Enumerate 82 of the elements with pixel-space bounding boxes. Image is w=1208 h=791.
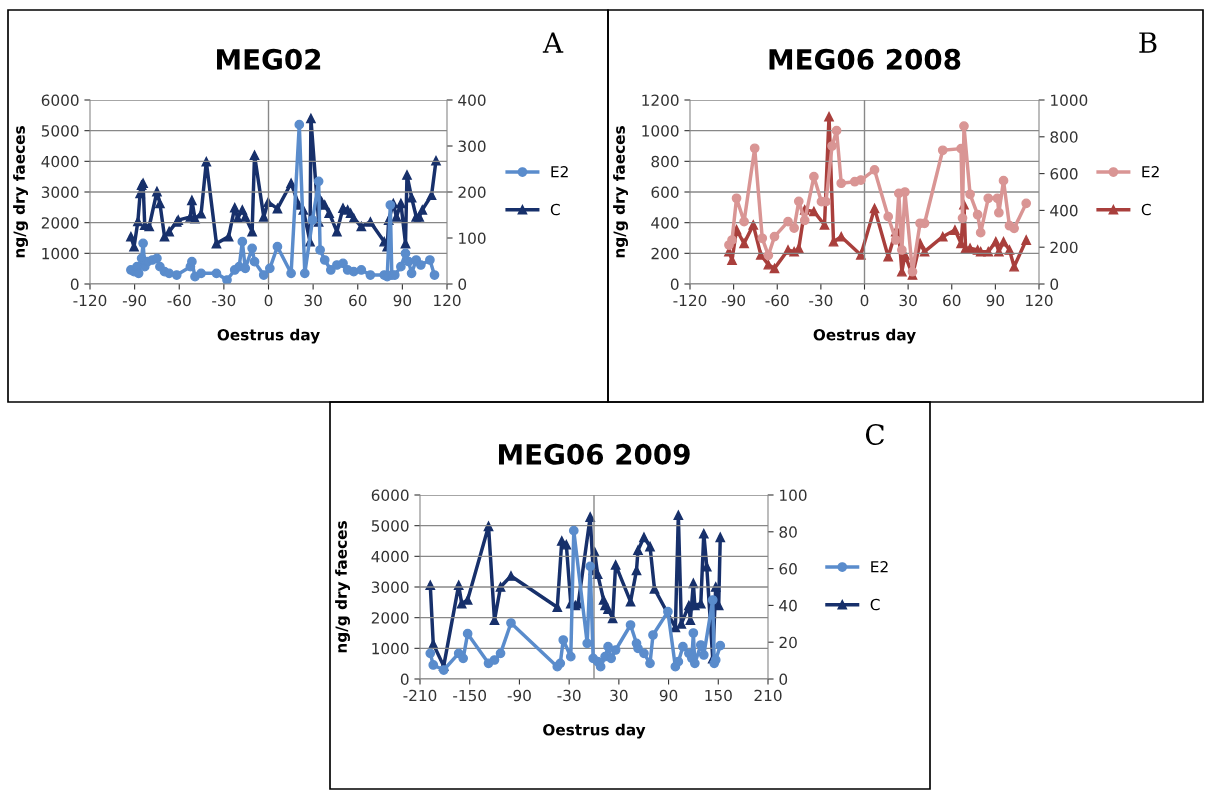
y-tick-label: 4000 xyxy=(371,550,409,563)
chart-title: MEG02 xyxy=(217,48,321,70)
chart-title: MEG06 2009 xyxy=(499,443,690,465)
y2-tick-label: 100 xyxy=(459,232,486,245)
legend-label: C xyxy=(550,203,560,216)
chart-title: MEG06 2008 xyxy=(769,48,961,70)
x-axis-title: Oestrus day xyxy=(543,723,646,739)
x-tick-label: -90 xyxy=(122,294,147,307)
y2-tick-label: 300 xyxy=(458,140,486,153)
y-tick-label: 800 xyxy=(651,155,679,168)
y2-tick-label: 600 xyxy=(1050,168,1078,180)
y2-tick-label: 60 xyxy=(779,563,797,575)
x-tick-label: -30 xyxy=(212,294,236,307)
x-tick-label: 60 xyxy=(349,294,367,307)
y2-tick-label: 400 xyxy=(1050,204,1078,217)
legend-label: E2 xyxy=(551,166,568,178)
y2-tick-label: 200 xyxy=(1050,241,1078,254)
x-tick-label: 90 xyxy=(986,294,1005,307)
x-tick-label: 30 xyxy=(899,294,917,307)
y-tick-label: 1000 xyxy=(642,125,679,137)
y-tick-label: 3000 xyxy=(41,186,79,199)
x-tick-label: -90 xyxy=(507,689,531,702)
y-tick-label: 0 xyxy=(400,673,409,686)
x-tick-label: -90 xyxy=(721,294,746,307)
x-tick-label: -30 xyxy=(557,689,581,702)
y-tick-label: 6000 xyxy=(41,94,79,107)
x-axis-title: Oestrus day xyxy=(217,328,320,344)
y-tick-label: 600 xyxy=(651,186,679,199)
y-tick-label: 1000 xyxy=(42,247,79,260)
legend-label: C xyxy=(870,598,880,611)
y2-tick-label: 0 xyxy=(779,673,788,686)
x-tick-label: -60 xyxy=(167,294,191,307)
x-tick-label: 30 xyxy=(610,689,628,702)
y-tick-label: 0 xyxy=(670,278,679,291)
x-tick-label: -120 xyxy=(73,294,107,307)
y-tick-label: 1000 xyxy=(372,642,409,655)
y2-tick-label: 0 xyxy=(1050,278,1059,291)
text: C xyxy=(865,424,884,446)
y-tick-label: 5000 xyxy=(41,125,79,137)
x-tick-label: 150 xyxy=(705,689,732,702)
y-tick-label: 200 xyxy=(651,247,679,260)
y-axis-title: ng/g dry faeces xyxy=(613,126,628,258)
y-tick-label: 2000 xyxy=(371,612,409,624)
y2-tick-label: 200 xyxy=(458,186,486,199)
text: A xyxy=(542,32,564,53)
y2-tick-label: 100 xyxy=(780,489,807,502)
y2-tick-label: 20 xyxy=(779,636,797,649)
y2-tick-label: 1000 xyxy=(1051,94,1088,107)
x-tick-label: -120 xyxy=(673,294,707,307)
x-tick-label: 90 xyxy=(659,689,678,702)
y-tick-label: 4000 xyxy=(41,155,79,168)
x-axis-title: Oestrus day xyxy=(813,328,916,344)
y-tick-label: 2000 xyxy=(41,217,79,229)
x-tick-label: 120 xyxy=(434,294,461,307)
y2-tick-label: 40 xyxy=(779,599,797,612)
y-tick-label: 1200 xyxy=(642,94,679,107)
y2-tick-label: 800 xyxy=(1050,131,1078,143)
x-tick-label: -210 xyxy=(403,689,437,702)
x-tick-label: -60 xyxy=(765,294,789,307)
x-tick-label: -30 xyxy=(809,294,833,307)
y2-tick-label: 0 xyxy=(458,278,467,291)
x-tick-label: -150 xyxy=(453,689,487,702)
x-tick-label: 90 xyxy=(393,294,412,307)
text: B xyxy=(1139,32,1157,53)
x-tick-label: 30 xyxy=(304,294,322,307)
y2-tick-label: 400 xyxy=(458,94,486,107)
y-tick-label: 3000 xyxy=(371,581,409,594)
legend-label: C xyxy=(1141,203,1151,216)
x-tick-label: 60 xyxy=(943,294,961,307)
y2-tick-label: 80 xyxy=(779,526,797,538)
y-tick-label: 400 xyxy=(651,217,679,229)
x-tick-label: 120 xyxy=(1026,294,1053,307)
legend-label: E2 xyxy=(871,561,888,573)
y-axis-title: ng/g dry faeces xyxy=(13,126,28,258)
x-tick-label: 0 xyxy=(264,294,273,307)
legend-label: E2 xyxy=(1142,166,1159,178)
x-tick-label: 210 xyxy=(754,689,782,702)
y-tick-label: 5000 xyxy=(371,520,409,532)
y-axis-title: ng/g dry faeces xyxy=(335,521,350,653)
y-tick-label: 0 xyxy=(70,278,79,291)
y-tick-label: 6000 xyxy=(371,489,409,502)
x-tick-label: 0 xyxy=(860,294,869,307)
